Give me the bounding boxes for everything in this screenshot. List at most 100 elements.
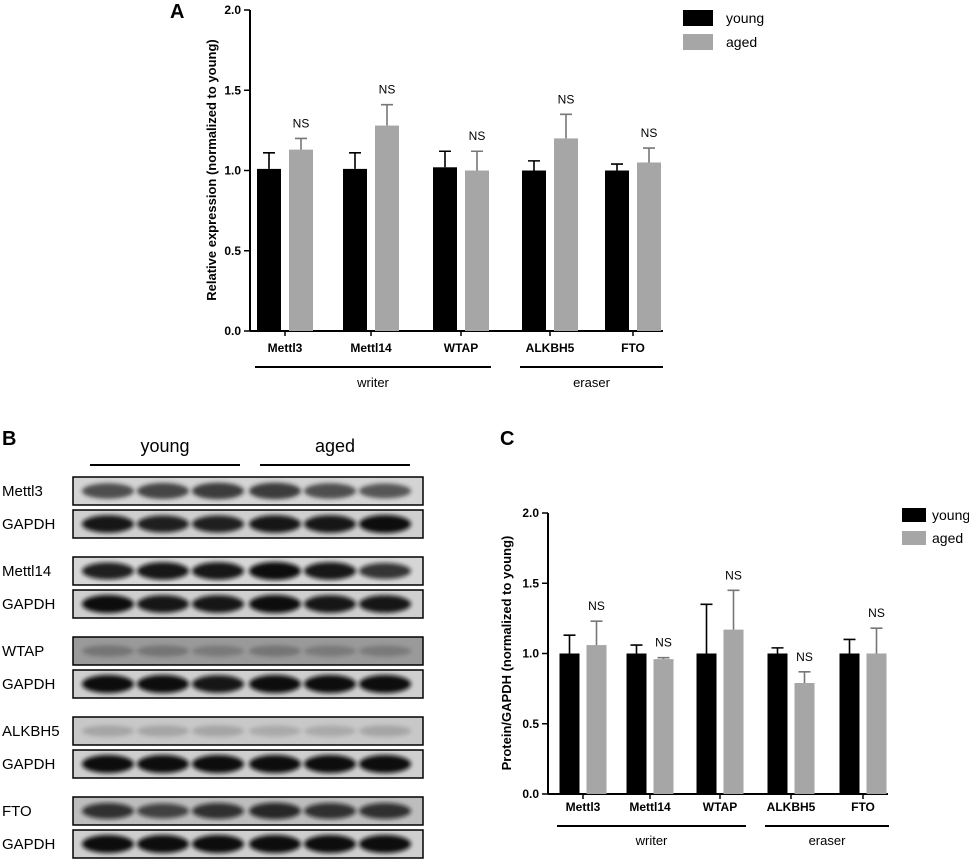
y-axis-label: Protein/GAPDH (normalized to young) <box>499 536 514 771</box>
group-label-writer: writer <box>635 833 668 848</box>
blot-band <box>304 803 356 819</box>
panel-label-c: C <box>500 428 514 450</box>
blot-band <box>359 725 411 737</box>
bar-young-mettl3 <box>257 168 281 331</box>
blot-band <box>82 515 134 533</box>
category-label-mettl14: Mettl14 <box>629 800 671 814</box>
blot-band <box>304 515 356 533</box>
blot-band <box>137 803 189 819</box>
blot-band <box>192 755 244 773</box>
significance-label: NS <box>293 116 310 130</box>
blot-band <box>359 645 411 657</box>
significance-label: NS <box>655 636 672 650</box>
bar-young-mettl14 <box>343 168 367 331</box>
panel-label-b: B <box>2 428 16 450</box>
category-label-fto: FTO <box>851 800 875 814</box>
bar-young-mettl3 <box>559 653 580 794</box>
blot-band <box>82 562 134 580</box>
blot-band <box>359 675 411 693</box>
bar-aged-wtap <box>723 629 744 794</box>
blot-band <box>137 595 189 613</box>
blot-row-gapdh: GAPDH <box>2 669 424 699</box>
blot-row-gapdh: GAPDH <box>2 589 424 619</box>
blot-band <box>249 482 301 500</box>
bar-aged-mettl14 <box>375 125 399 331</box>
category-label-alkbh5: ALKBH5 <box>767 800 816 814</box>
error-bar-aged-mettl14 <box>381 103 393 126</box>
y-tick-label: 0.5 <box>224 244 241 258</box>
significance-label: NS <box>588 599 605 613</box>
blot-band <box>249 835 301 853</box>
group-label-eraser: eraser <box>573 375 611 390</box>
error-bar-young-fto <box>611 163 623 171</box>
blot-band <box>192 562 244 580</box>
blot-header-young: young <box>140 436 189 456</box>
blot-band <box>249 562 301 580</box>
blot-band <box>192 645 244 657</box>
blot-band <box>192 482 244 500</box>
blot-band <box>304 595 356 613</box>
legend-a-young-label: young <box>726 10 764 26</box>
blot-band <box>137 562 189 580</box>
error-bar-young-wtap <box>439 150 451 168</box>
blot-band <box>137 483 189 499</box>
bar-aged-mettl3 <box>586 645 607 794</box>
category-label-wtap: WTAP <box>703 800 737 814</box>
blot-band <box>359 755 411 773</box>
y-tick-label: 1.5 <box>522 576 539 590</box>
error-bar-aged-mettl14 <box>657 656 670 660</box>
blot-row-alkbh5: ALKBH5 <box>2 716 424 746</box>
blot-band <box>137 515 189 533</box>
blot-band <box>359 595 411 613</box>
blot-band <box>304 725 356 737</box>
y-tick-label: 1.0 <box>224 164 241 178</box>
blot-band <box>137 645 189 657</box>
western-blot: young aged Mettl3 GAPDH Mettl14 GAPDH WTAP GA… <box>2 436 424 859</box>
blot-band <box>82 835 134 853</box>
legend-c-young-swatch <box>902 508 926 522</box>
blot-band <box>359 483 411 499</box>
blot-row-label: Mettl3 <box>2 483 43 500</box>
blot-band <box>192 675 244 693</box>
blot-row-label: GAPDH <box>2 836 55 853</box>
bar-aged-mettl3 <box>289 149 313 331</box>
category-label-mettl3: Mettl3 <box>566 800 601 814</box>
bar-young-wtap <box>696 653 717 794</box>
significance-label: NS <box>725 568 742 582</box>
blot-band <box>82 483 134 499</box>
blot-band <box>359 803 411 819</box>
error-bar-aged-wtap <box>727 589 740 630</box>
error-bar-aged-alkbh5 <box>560 113 572 139</box>
blot-band <box>359 563 411 579</box>
blot-band <box>82 725 134 737</box>
error-bar-aged-mettl3 <box>295 137 307 150</box>
bar-aged-fto <box>637 162 661 331</box>
blot-band <box>137 835 189 853</box>
error-bar-aged-fto <box>643 147 655 163</box>
blot-row-mettl14: Mettl14 <box>2 556 424 586</box>
blot-band <box>249 595 301 613</box>
y-axis-label: Relative expression (normalized to young… <box>204 39 219 301</box>
bar-young-wtap <box>433 167 457 331</box>
error-bar-young-mettl3 <box>263 152 275 169</box>
legend-a-young-swatch <box>683 10 713 26</box>
error-bar-young-fto <box>843 638 856 654</box>
blot-band <box>249 515 301 533</box>
blot-header-aged: aged <box>315 436 355 456</box>
blot-band <box>249 755 301 773</box>
significance-label: NS <box>469 129 486 143</box>
error-bar-young-mettl14 <box>630 644 643 654</box>
bar-aged-wtap <box>465 170 489 331</box>
blot-band <box>304 645 356 657</box>
legend-c-aged-swatch <box>902 531 926 545</box>
error-bar-young-alkbh5 <box>771 647 784 654</box>
y-tick-label: 2.0 <box>522 506 539 520</box>
blot-band <box>82 803 134 819</box>
blot-row-label: GAPDH <box>2 756 55 773</box>
blot-band <box>304 562 356 580</box>
bar-young-mettl14 <box>626 653 647 794</box>
group-label-eraser: eraser <box>809 833 847 848</box>
y-tick-label: 2.0 <box>224 3 241 17</box>
blot-band <box>82 755 134 773</box>
